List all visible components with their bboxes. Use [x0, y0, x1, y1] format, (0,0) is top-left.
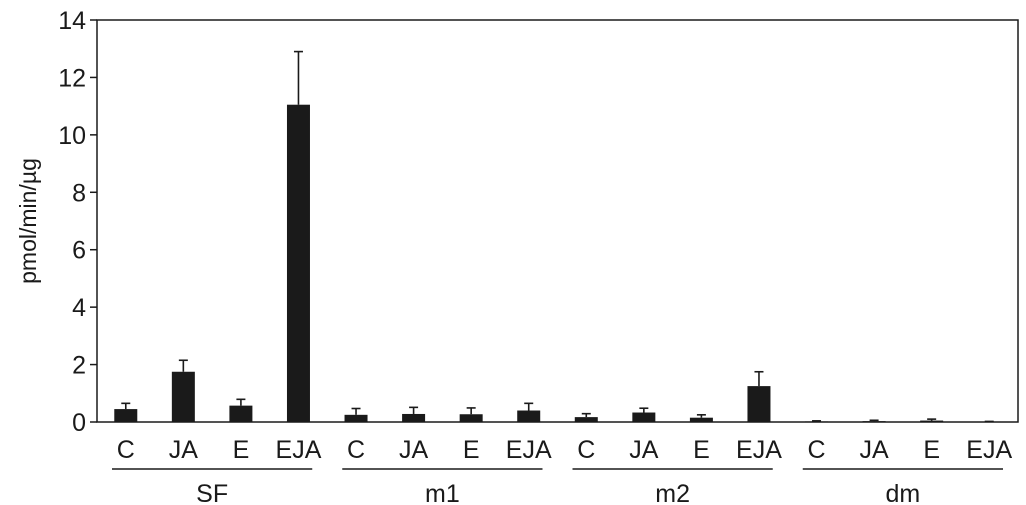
x-category-label: C: [577, 436, 595, 464]
bar-m1-EJA: [517, 410, 541, 422]
bar-SF-JA: [171, 371, 195, 422]
x-category-label: JA: [860, 436, 890, 464]
x-category-label: C: [808, 436, 826, 464]
y-tick-label: 8: [72, 179, 86, 207]
y-tick-label: 12: [58, 64, 86, 92]
plot-frame: [96, 19, 1019, 423]
x-category-label: EJA: [736, 436, 782, 464]
y-tick-label: 10: [58, 122, 86, 150]
x-category-label: EJA: [276, 436, 322, 464]
bars: [114, 50, 1001, 423]
x-group-label: dm: [886, 480, 921, 505]
x-category-label: JA: [629, 436, 659, 464]
x-category-label: E: [693, 436, 710, 464]
bar-dm-E: [920, 420, 944, 422]
bar-dm-JA: [862, 421, 886, 422]
bar-SF-E: [229, 405, 253, 422]
x-category-label: EJA: [966, 436, 1012, 464]
y-tick-label: 4: [72, 294, 86, 322]
x-category-label: C: [347, 436, 365, 464]
bar-m2-EJA: [747, 386, 771, 422]
x-category-label: JA: [169, 436, 199, 464]
bar-m1-E: [459, 414, 483, 422]
x-group-label: m1: [425, 480, 460, 505]
bar-m2-E: [689, 417, 713, 422]
x-category-label: EJA: [506, 436, 552, 464]
bar-m2-C: [574, 417, 598, 422]
x-axis: C JA E EJA SF C JA E EJA m1 C JA E EJA m2 C JA E EJA dm: [112, 436, 1012, 505]
bar-m1-C: [344, 414, 368, 422]
x-category-label: C: [117, 436, 135, 464]
x-category-label: E: [463, 436, 480, 464]
bar-SF-EJA: [286, 104, 310, 422]
y-tick-label: 14: [58, 7, 86, 35]
bar-SF-C: [114, 409, 138, 422]
y-tick-label: 6: [72, 237, 86, 265]
y-axis: 0 2 4 6 8 10 12 14: [58, 7, 97, 437]
y-tick-label: 0: [72, 409, 86, 437]
bar-dm-C: [805, 421, 829, 422]
x-category-label: E: [923, 436, 940, 464]
bar-m1-JA: [402, 413, 426, 422]
y-axis-label: pmol/min/µg: [15, 158, 41, 284]
x-category-label: E: [233, 436, 250, 464]
bar-m2-JA: [632, 412, 656, 422]
x-group-label: SF: [196, 480, 228, 505]
x-group-label: m2: [655, 480, 690, 505]
x-category-label: JA: [399, 436, 429, 464]
y-tick-label: 2: [72, 352, 86, 380]
